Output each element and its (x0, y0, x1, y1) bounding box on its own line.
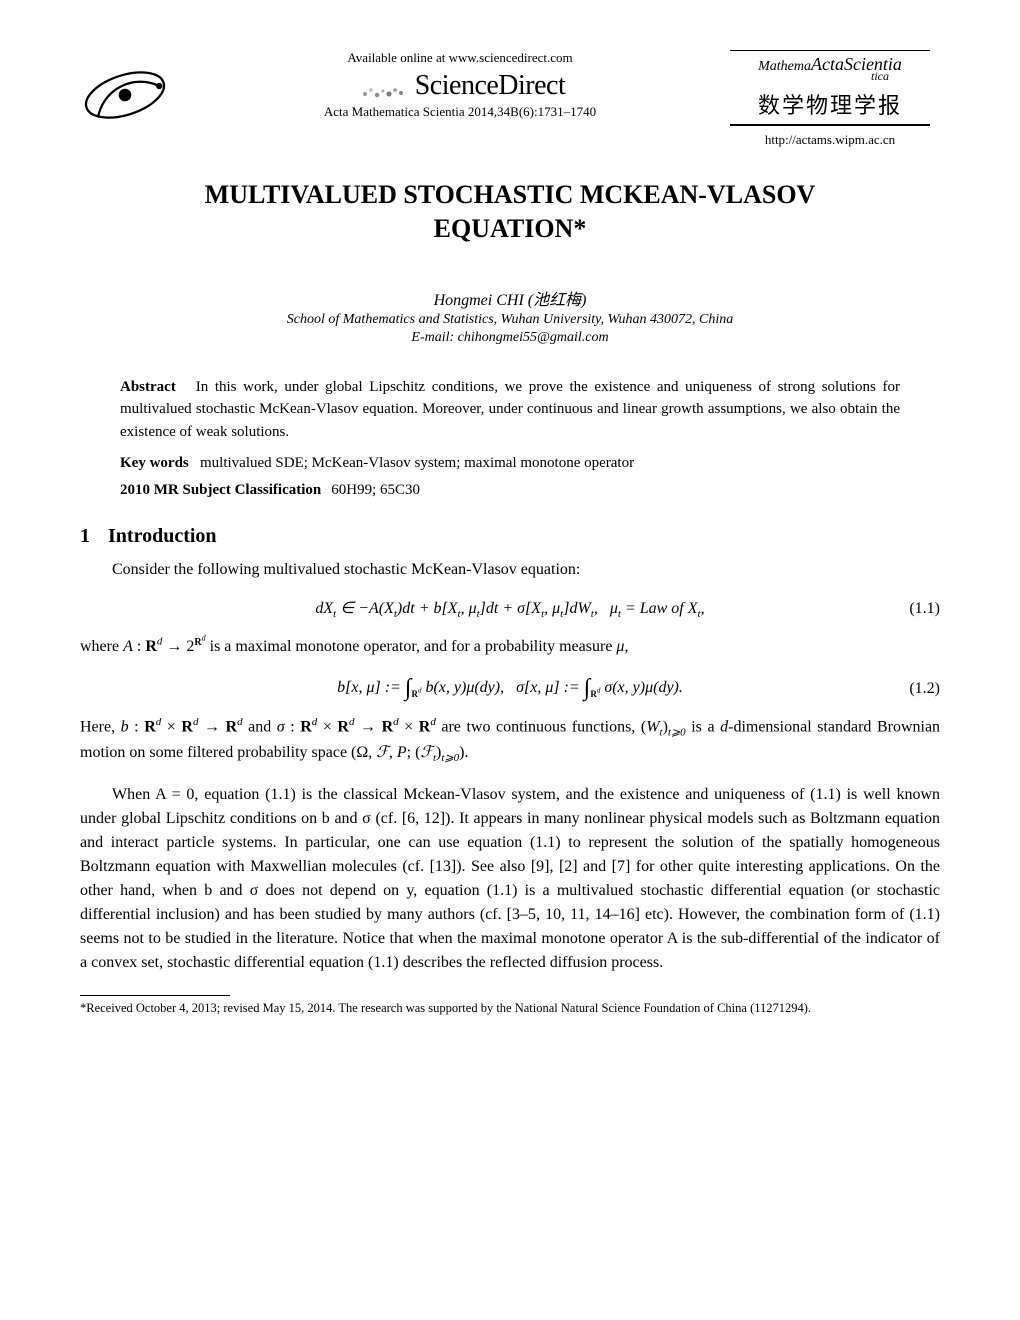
title-line-2: EQUATION* (434, 214, 587, 243)
abstract-block: Abstract In this work, under global Lips… (120, 376, 900, 444)
available-online-text: Available online at www.sciencedirect.co… (200, 50, 720, 66)
section-num: 1 (80, 525, 90, 547)
header-right: MathemaActaScientia tica 数学物理学报 http://a… (720, 50, 940, 148)
equation-1-1: dXt ∈ −A(Xt)dt + b[Xt, μt]dt + σ[Xt, μt]… (80, 598, 940, 620)
keywords-block: Key words multivalued SDE; McKean-Vlasov… (120, 455, 900, 472)
msc-codes: 60H99; 65C30 (331, 482, 420, 498)
abstract-text: In this work, under global Lipschitz con… (120, 379, 900, 440)
section-introduction: 1 Introduction Consider the following mul… (80, 525, 940, 975)
footnote: *Received October 4, 2013; revised May 1… (80, 1000, 940, 1017)
intro-p4: When A = 0, equation (1.1) is the classi… (80, 783, 940, 975)
scientia-script: MathemaActaScientia tica (730, 57, 930, 88)
page: Available online at www.sciencedirect.co… (0, 0, 1020, 1320)
eqn-1-2-content: b[x, μ] := ∫Rd b(x, y)μ(dy), σ[x, μ] := … (337, 675, 683, 702)
eqn-1-1-num: (1.1) (909, 600, 940, 618)
affiliation: School of Mathematics and Statistics, Wu… (80, 312, 940, 328)
section-heading: 1 Introduction (80, 525, 940, 548)
sciencedirect-text: ScienceDirect (415, 70, 566, 101)
abstract-label: Abstract (120, 379, 176, 395)
equation-1-2: b[x, μ] := ∫Rd b(x, y)μ(dy), σ[x, μ] := … (80, 675, 940, 702)
header-left (80, 50, 200, 145)
keywords-text: multivalued SDE; McKean-Vlasov system; m… (200, 455, 634, 471)
cjk-title: 数学物理学报 (730, 88, 930, 120)
sciencedirect-logo: ScienceDirect (200, 70, 720, 102)
scientia-box: MathemaActaScientia tica 数学物理学报 (730, 50, 930, 126)
paper-title: MULTIVALUED STOCHASTIC MCKEAN-VLASOV EQU… (80, 178, 940, 246)
sd-dots-icon (355, 80, 415, 100)
elsevier-orbit-icon (80, 50, 170, 140)
header-row: Available online at www.sciencedirect.co… (80, 50, 940, 148)
email: E-mail: chihongmei55@gmail.com (80, 330, 940, 346)
msc-label: 2010 MR Subject Classification (120, 482, 321, 498)
eqn-1-1-content: dXt ∈ −A(Xt)dt + b[Xt, μt]dt + σ[Xt, μt]… (315, 598, 704, 620)
msc-block: 2010 MR Subject Classification 60H99; 65C… (120, 482, 900, 499)
intro-p1: Consider the following multivalued stoch… (80, 558, 940, 582)
intro-p3: Here, b : Rd × Rd → Rd and σ : Rd × Rd →… (80, 714, 940, 767)
section-title: Introduction (108, 525, 217, 547)
footnote-separator (80, 995, 230, 996)
intro-p2: where A : Rd → 2Rd is a maximal monotone… (80, 632, 940, 659)
author: Hongmei CHI (池红梅) (80, 286, 940, 310)
actams-link[interactable]: http://actams.wipm.ac.cn (720, 132, 940, 148)
eqn-1-2-num: (1.2) (909, 680, 940, 698)
header-center: Available online at www.sciencedirect.co… (200, 50, 720, 120)
keywords-label: Key words (120, 455, 189, 471)
journal-info: Acta Mathematica Scientia 2014,34B(6):17… (200, 104, 720, 120)
title-line-1: MULTIVALUED STOCHASTIC MCKEAN-VLASOV (205, 180, 816, 209)
